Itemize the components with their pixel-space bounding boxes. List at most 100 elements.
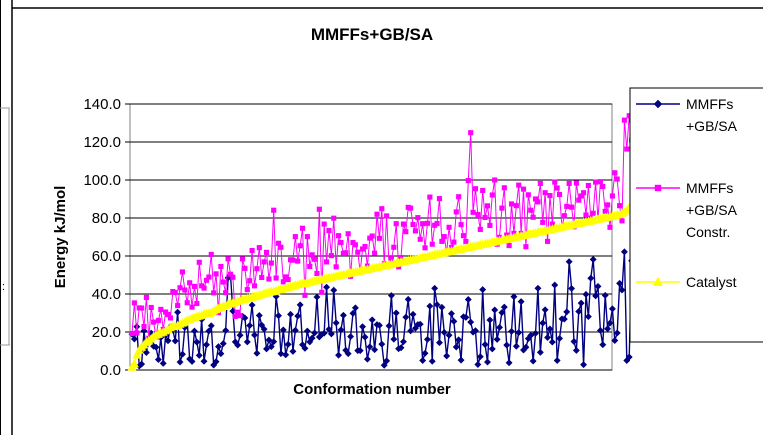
- data-point: [607, 224, 613, 230]
- data-point: [218, 263, 224, 270]
- data-point: [455, 336, 463, 344]
- data-point: [326, 227, 332, 234]
- data-point: [155, 317, 161, 323]
- data-point: [427, 194, 433, 200]
- data-point: [165, 311, 171, 318]
- data-point: [470, 209, 476, 215]
- data-point: [408, 205, 414, 211]
- data-point: [132, 350, 142, 359]
- data-point: [234, 341, 242, 349]
- data-point: [493, 335, 501, 343]
- data-point: [431, 284, 439, 292]
- data-point: [325, 325, 333, 333]
- data-point: [297, 243, 303, 249]
- data-point: [324, 259, 330, 265]
- data-point: [248, 301, 256, 309]
- data-point: [457, 356, 465, 364]
- data-point: [275, 240, 282, 246]
- series-3: [127, 202, 634, 371]
- data-point: [433, 301, 441, 309]
- data-point: [246, 321, 254, 330]
- data-point: [560, 315, 568, 323]
- data-point: [243, 338, 251, 346]
- data-point: [488, 345, 496, 353]
- data-point: [535, 199, 541, 205]
- data-point: [602, 208, 608, 214]
- data-point: [191, 283, 198, 289]
- data-point: [174, 308, 182, 316]
- data-point: [151, 319, 157, 325]
- data-point: [351, 304, 359, 312]
- data-point: [487, 222, 493, 228]
- data-point: [436, 196, 443, 202]
- data-point: [525, 192, 531, 198]
- data-point: [575, 307, 583, 316]
- data-point: [460, 233, 467, 239]
- data-point: [441, 234, 447, 240]
- y-tick-label: 0.0: [100, 362, 121, 379]
- data-point: [510, 293, 518, 301]
- data-point: [242, 265, 248, 271]
- data-point: [158, 306, 164, 312]
- data-point: [308, 334, 316, 342]
- data-point: [404, 295, 412, 303]
- data-point: [310, 329, 319, 337]
- data-point: [332, 319, 340, 327]
- data-point: [452, 343, 460, 351]
- data-point: [376, 235, 382, 241]
- data-point: [434, 220, 440, 227]
- data-point: [302, 292, 308, 298]
- data-point: [568, 284, 576, 293]
- data-point: [601, 291, 609, 299]
- data-point: [178, 350, 186, 358]
- data-point: [410, 221, 416, 228]
- data-point: [260, 325, 268, 333]
- data-point: [391, 244, 397, 250]
- data-point: [486, 316, 494, 324]
- data-point: [152, 343, 160, 351]
- data-point: [227, 271, 234, 277]
- data-point: [621, 117, 627, 123]
- legend-marker: [653, 276, 663, 286]
- series-line: [131, 115, 640, 339]
- data-point: [424, 220, 431, 226]
- data-point: [523, 244, 529, 250]
- data-point: [500, 303, 508, 311]
- data-point: [505, 359, 513, 367]
- data-point: [462, 313, 470, 321]
- data-point: [175, 303, 181, 309]
- data-point: [225, 256, 231, 262]
- data-point: [604, 325, 612, 333]
- data-point: [195, 351, 203, 359]
- y-tick-label: 20.0: [92, 324, 121, 341]
- data-point: [352, 242, 358, 248]
- data-point: [419, 356, 427, 365]
- data-point: [213, 271, 219, 277]
- data-point: [320, 329, 328, 337]
- data-point: [286, 310, 295, 318]
- data-point: [482, 214, 488, 220]
- data-point: [416, 320, 424, 328]
- y-axis-label: Energy kJ/mol: [52, 186, 69, 289]
- data-point: [544, 238, 551, 244]
- data-point: [600, 183, 606, 190]
- data-point: [393, 221, 399, 227]
- data-point: [214, 343, 223, 351]
- data-point: [159, 359, 167, 367]
- data-point: [608, 305, 616, 313]
- data-point: [415, 215, 421, 221]
- data-point: [551, 281, 559, 289]
- data-point: [339, 311, 347, 319]
- data-point: [196, 259, 202, 265]
- data-point: [369, 233, 375, 239]
- data-point: [534, 284, 542, 292]
- data-point: [548, 338, 556, 346]
- data-point: [235, 309, 241, 315]
- data-point: [613, 329, 621, 337]
- data-point: [417, 236, 423, 242]
- data-point: [327, 330, 335, 338]
- data-point: [491, 306, 499, 314]
- data-point: [202, 341, 211, 349]
- data-point: [148, 304, 154, 311]
